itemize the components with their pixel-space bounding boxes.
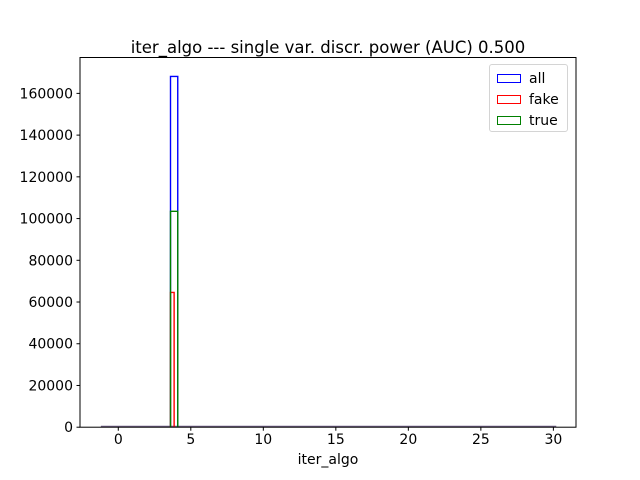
y-tick-label: 120000	[20, 170, 73, 186]
legend-label-fake: fake	[529, 91, 559, 108]
x-tick-label: 25	[472, 432, 490, 448]
legend-row-fake: fake	[490, 89, 567, 110]
x-tick-label: 5	[186, 432, 195, 448]
x-axis-label: iter_algo	[297, 452, 359, 468]
x-tick-label: 20	[399, 432, 417, 448]
legend-row-all: all	[490, 68, 567, 89]
plot-border	[79, 57, 577, 428]
legend: all fake true	[489, 64, 568, 132]
x-tick-label: 15	[327, 432, 345, 448]
y-tick-label: 100000	[20, 212, 73, 228]
x-tick-label: 0	[114, 432, 123, 448]
histogram-step-true	[169, 210, 179, 428]
legend-swatch-fake	[497, 95, 521, 104]
legend-swatch-all	[497, 74, 521, 83]
y-tick-label: 40000	[28, 337, 73, 353]
legend-label-all: all	[529, 70, 546, 87]
y-tick-label: 80000	[28, 253, 73, 269]
x-tick-label: 30	[544, 432, 562, 448]
chart-title: iter_algo --- single var. discr. power (…	[130, 38, 526, 57]
y-tick-label: 60000	[28, 295, 73, 311]
legend-swatch-true	[497, 116, 521, 125]
y-tick-label: 160000	[20, 86, 73, 102]
x-tick-label: 10	[254, 432, 272, 448]
legend-row-true: true	[490, 110, 567, 131]
y-tick-label: 0	[64, 420, 73, 436]
y-tick-label: 140000	[20, 128, 73, 144]
y-tick-label: 20000	[28, 378, 73, 394]
legend-label-true: true	[529, 112, 558, 129]
